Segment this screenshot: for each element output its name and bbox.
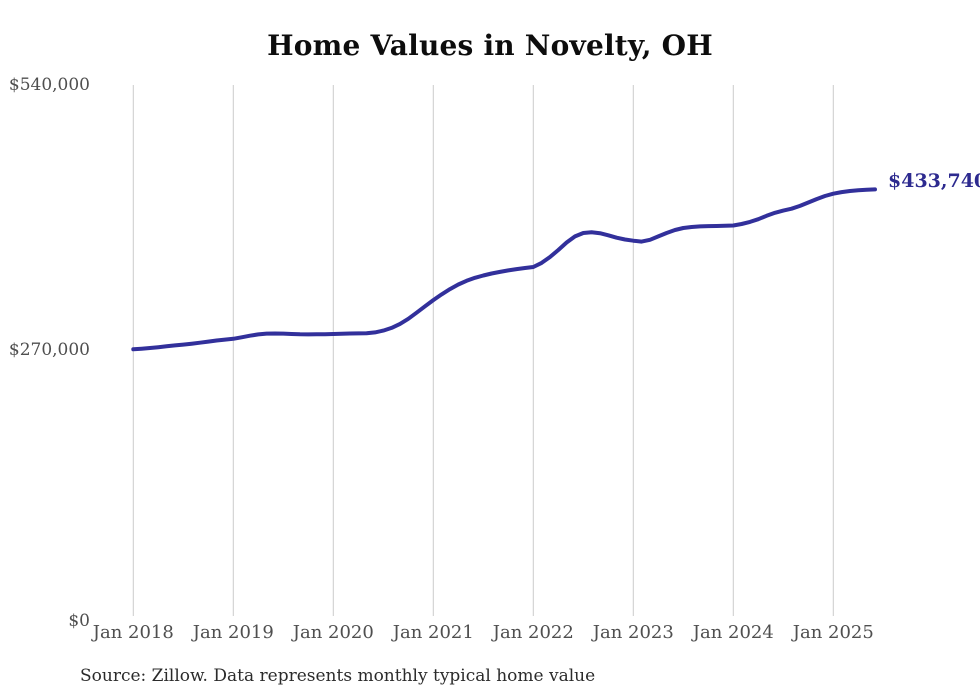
x-tick-label: Jan 2021: [392, 622, 474, 643]
x-tick-label: Jan 2020: [292, 622, 374, 643]
y-tick-label: $270,000: [8, 340, 90, 361]
y-tick-label: $540,000: [8, 75, 90, 95]
x-tick-label: Jan 2022: [492, 622, 574, 643]
y-axis: $540,000 $270,000 $0: [0, 0, 90, 699]
x-tick-label: Jan 2023: [592, 622, 674, 643]
x-tick-label: Jan 2019: [192, 622, 274, 643]
source-note: Source: Zillow. Data represents monthly …: [80, 666, 596, 686]
x-tick-label: Jan 2024: [692, 622, 774, 643]
x-tick-label: Jan 2025: [792, 622, 874, 643]
latest-value-label: $433,740: [888, 170, 980, 192]
x-tick-label: Jan 2018: [92, 622, 174, 643]
y-tick-label: $0: [68, 610, 90, 631]
home-value-line: [131, 187, 877, 352]
chart-title: Home Values in Novelty, OH: [267, 29, 713, 62]
